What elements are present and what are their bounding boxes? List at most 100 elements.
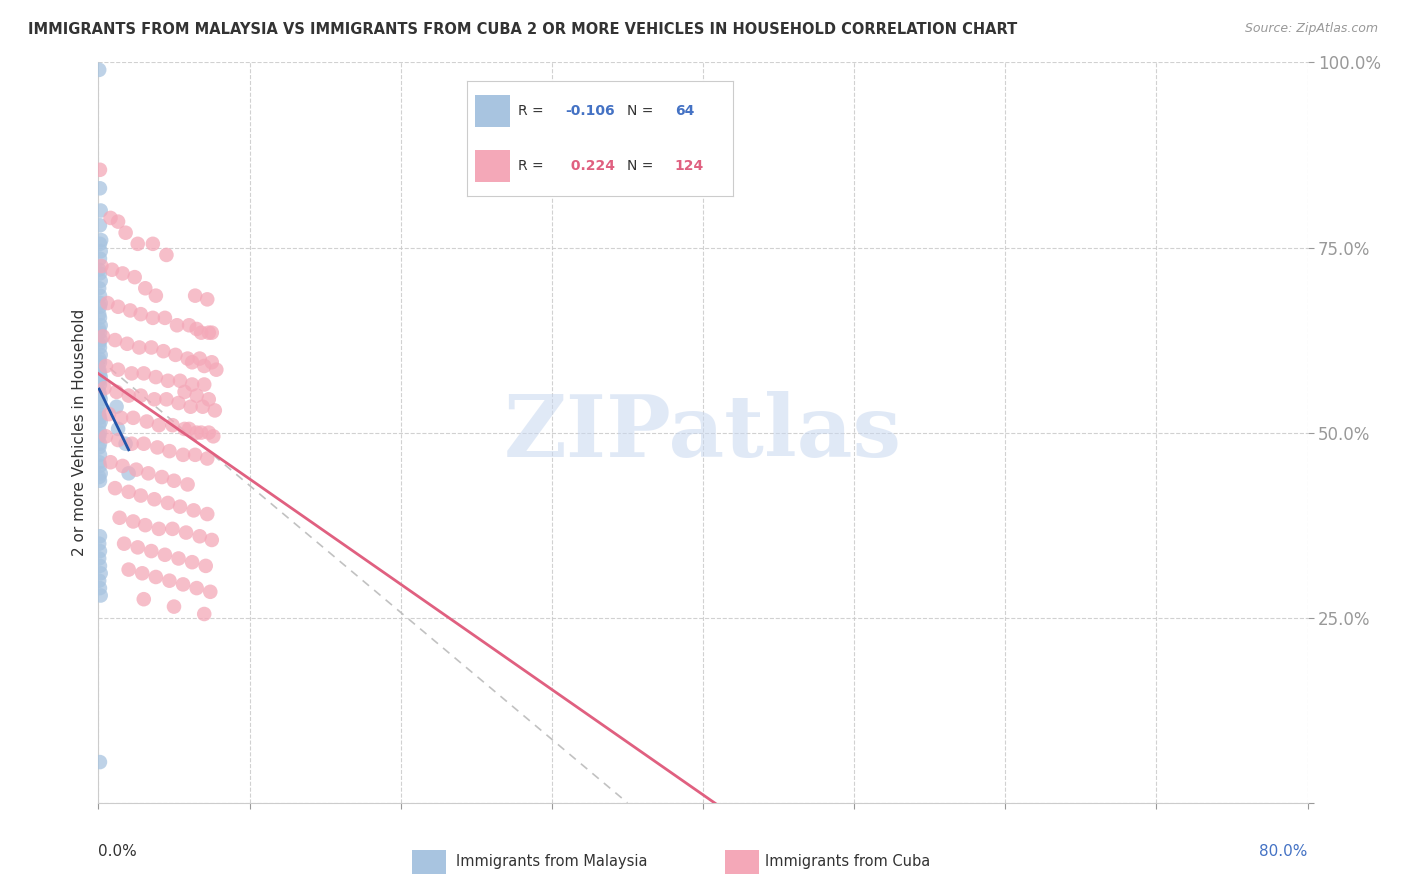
Point: [186, 425, 208, 440]
Point: [174, 525, 197, 540]
Text: 0.0%: 0.0%: [98, 844, 138, 858]
Point: [134, 518, 156, 533]
Point: [148, 418, 170, 433]
Point: [89, 384, 111, 399]
Point: [89, 307, 111, 321]
Point: [104, 481, 127, 495]
Point: [89, 429, 111, 443]
Point: [181, 377, 204, 392]
Point: [153, 548, 176, 562]
Point: [90, 467, 112, 481]
Point: [90, 370, 112, 384]
Point: [200, 584, 222, 599]
Point: [186, 322, 208, 336]
Point: [184, 288, 207, 302]
Point: [89, 322, 111, 336]
Point: [114, 226, 136, 240]
Point: [135, 415, 157, 429]
Point: [167, 396, 190, 410]
Point: [179, 318, 201, 333]
Text: 80.0%: 80.0%: [1260, 844, 1308, 858]
Text: ZIPatlas: ZIPatlas: [503, 391, 903, 475]
Point: [188, 351, 211, 366]
Point: [89, 448, 111, 462]
Point: [89, 388, 111, 402]
Point: [90, 203, 112, 218]
Point: [129, 388, 152, 402]
Point: [89, 544, 111, 558]
Point: [163, 599, 186, 614]
Point: [118, 484, 141, 499]
Point: [134, 281, 156, 295]
Point: [89, 219, 111, 233]
Point: [89, 267, 111, 281]
Point: [122, 515, 145, 529]
Point: [107, 422, 129, 436]
Point: [156, 496, 179, 510]
Point: [197, 326, 219, 340]
Point: [115, 336, 138, 351]
Point: [89, 181, 111, 195]
Point: [152, 344, 174, 359]
Point: [205, 362, 228, 376]
Point: [89, 436, 111, 450]
Point: [155, 392, 177, 407]
Point: [89, 355, 111, 369]
Point: [89, 551, 111, 566]
Point: [159, 444, 181, 458]
Point: [89, 455, 111, 469]
Point: [125, 462, 148, 476]
Point: [101, 262, 124, 277]
Point: [122, 410, 145, 425]
Point: [121, 367, 143, 381]
Point: [124, 270, 146, 285]
Point: [89, 310, 111, 325]
Point: [167, 551, 190, 566]
Point: [89, 252, 111, 266]
Point: [89, 288, 111, 302]
Point: [128, 341, 150, 355]
Point: [89, 581, 111, 595]
Point: [100, 211, 122, 225]
Point: [176, 351, 198, 366]
Point: [89, 162, 111, 177]
Point: [146, 441, 169, 455]
Point: [194, 558, 217, 573]
Point: [90, 589, 112, 603]
Point: [89, 400, 111, 414]
Point: [197, 392, 219, 407]
Point: [90, 333, 112, 347]
Y-axis label: 2 or more Vehicles in Household: 2 or more Vehicles in Household: [72, 309, 87, 557]
Point: [94, 359, 117, 373]
Point: [107, 433, 129, 447]
Text: Immigrants from Cuba: Immigrants from Cuba: [765, 855, 931, 869]
Point: [163, 474, 186, 488]
Point: [90, 296, 112, 310]
Point: [90, 566, 112, 581]
Point: [110, 410, 132, 425]
Point: [89, 407, 111, 421]
Point: [89, 377, 111, 392]
Point: [186, 581, 208, 595]
Point: [188, 529, 211, 543]
Point: [181, 555, 204, 569]
Point: [201, 355, 224, 369]
Point: [90, 274, 112, 288]
Point: [89, 558, 111, 573]
Point: [204, 403, 226, 417]
Point: [89, 574, 111, 588]
Point: [93, 381, 115, 395]
Point: [118, 563, 141, 577]
Point: [118, 388, 141, 402]
Point: [89, 425, 111, 440]
Point: [89, 362, 111, 376]
Point: [111, 458, 134, 473]
Point: [176, 477, 198, 491]
Point: [98, 407, 121, 421]
Point: [118, 467, 141, 481]
Point: [111, 267, 134, 281]
Point: [90, 233, 112, 247]
Point: [150, 470, 173, 484]
Point: [145, 570, 167, 584]
Point: [89, 62, 111, 77]
